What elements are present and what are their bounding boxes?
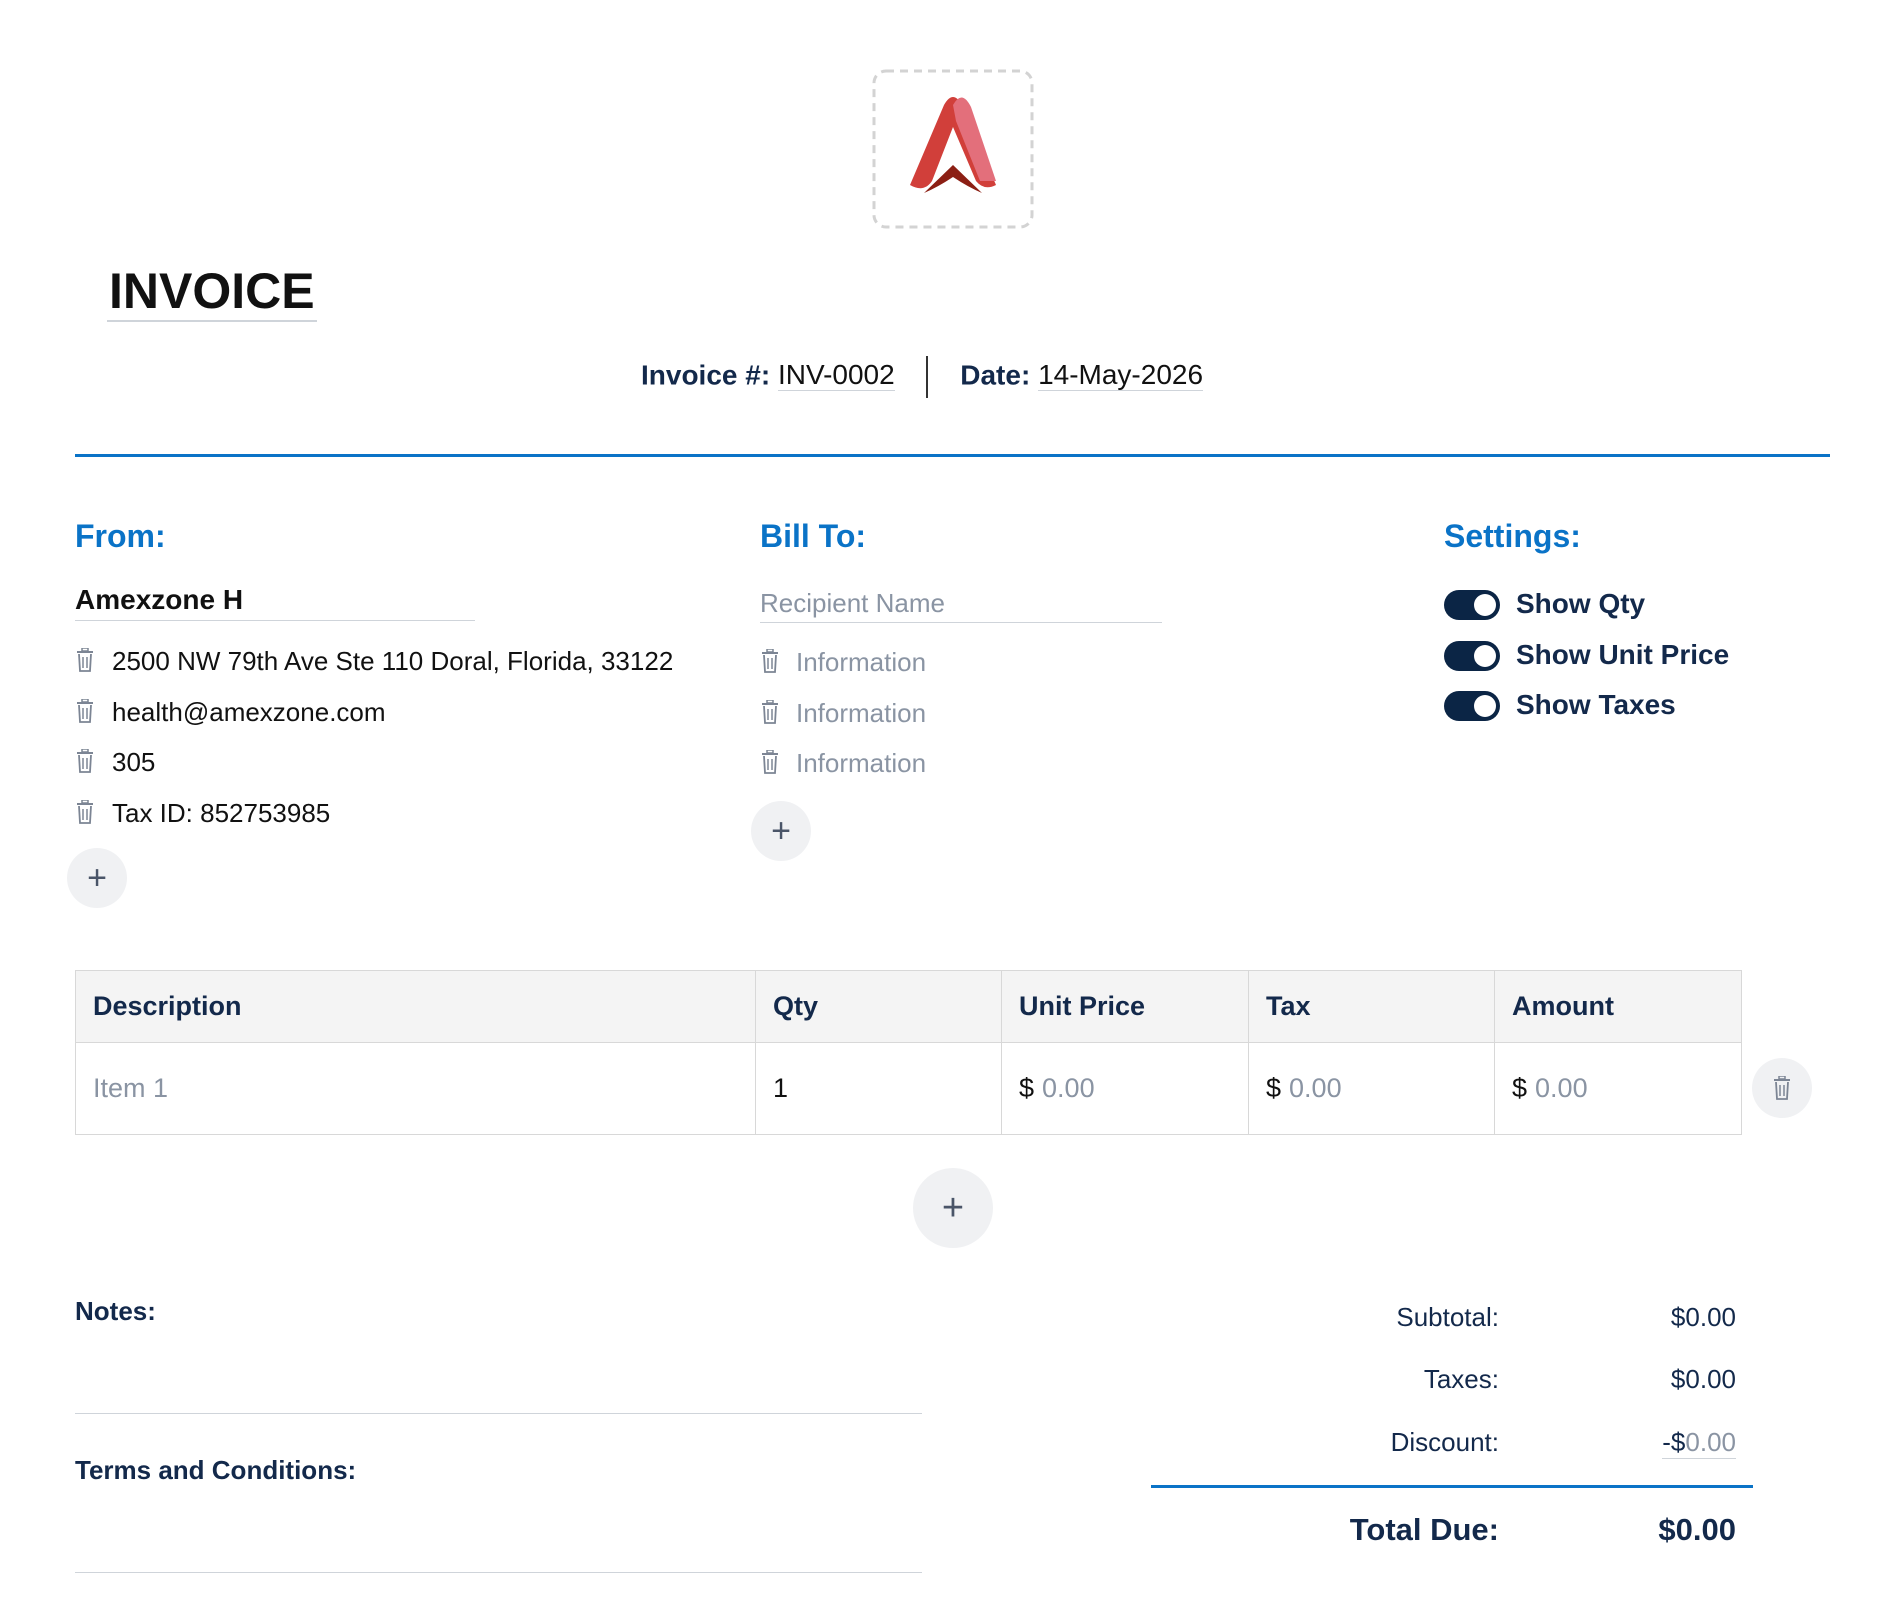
total-label: Total Due: <box>1349 1512 1499 1547</box>
items-table: Description Qty Unit Price Tax Amount Item 1 1… <box>75 970 1742 1135</box>
settings-heading: Settings: <box>1444 518 1581 554</box>
trash-icon[interactable] <box>760 699 780 724</box>
field-underline <box>760 622 1162 623</box>
discount-symbol: -$ <box>1662 1427 1686 1457</box>
item-row: Item 1 1 $0.00 $0.00 $0.00 <box>75 1042 1742 1135</box>
toggle-label: Show Taxes <box>1516 689 1676 720</box>
total: $0.00 <box>1658 1512 1736 1547</box>
column-header: Qty <box>755 970 1002 1043</box>
toggle[interactable] <box>1444 691 1500 721</box>
taxes: $0.00 <box>1670 1364 1736 1394</box>
trash-icon[interactable] <box>75 648 95 672</box>
item-cell[interactable]: $0.00 <box>1494 1042 1742 1135</box>
cell-text: 0.00 <box>1535 1073 1588 1103</box>
from-name[interactable]: Amexzone H <box>75 584 244 615</box>
trash-icon[interactable] <box>760 750 780 774</box>
currency-symbol: $ <box>1512 1073 1528 1103</box>
recipient-name[interactable]: Recipient Name <box>760 588 945 618</box>
toggle-label: Show Qty <box>1516 588 1646 619</box>
trash-icon[interactable] <box>75 799 95 824</box>
field-underline <box>75 620 475 621</box>
trash-icon[interactable] <box>760 649 780 673</box>
column-header: Amount <box>1494 970 1742 1043</box>
date-label: Date: <box>960 359 1031 391</box>
notes-label: Notes: <box>75 1296 156 1326</box>
taxes-label: Taxes: <box>1423 1364 1499 1394</box>
item-cell[interactable]: Item 1 <box>75 1042 756 1135</box>
bill-to-heading: Bill To: <box>760 518 867 554</box>
toggle-label: Show Unit Price <box>1516 638 1730 670</box>
invoice-date[interactable]: 14-May-2026 <box>1038 359 1204 392</box>
toggle[interactable] <box>1444 590 1500 620</box>
totals-divider <box>1151 1485 1753 1488</box>
invoice-number[interactable]: INV-0002 <box>777 359 895 392</box>
from-line[interactable]: 2500 NW 79th Ave Ste 110 Doral, Florida,… <box>112 646 674 676</box>
divider <box>75 454 1830 457</box>
invoice-meta: Invoice #: INV-0002 Date: 14-May-2026 <box>641 356 1204 398</box>
invoice-label: Invoice #: <box>641 359 771 391</box>
discount-value: 0.00 <box>1685 1427 1736 1457</box>
column-header: Description <box>75 970 756 1043</box>
terms-label: Terms and Conditions: <box>75 1455 357 1485</box>
subtotal: $0.00 <box>1670 1302 1736 1332</box>
cell-text: Item 1 <box>93 1073 169 1103</box>
currency-symbol: $ <box>1266 1073 1282 1103</box>
currency-symbol: $ <box>1019 1073 1035 1103</box>
toggle[interactable] <box>1444 640 1500 671</box>
from-line[interactable]: Tax ID: 852753985 <box>112 797 331 828</box>
item-cell[interactable]: 1 <box>755 1042 1002 1135</box>
item-cell[interactable]: $0.00 <box>1001 1042 1249 1135</box>
from-heading: From: <box>75 518 166 554</box>
trash-icon[interactable] <box>75 749 95 773</box>
cell-text: 0.00 <box>1289 1073 1342 1103</box>
cell-text: 1 <box>773 1073 789 1103</box>
add-from-line[interactable]: + <box>67 848 127 908</box>
terms-input[interactable] <box>75 1500 922 1573</box>
discount[interactable]: -$0.00 <box>1662 1427 1736 1459</box>
cell-text: 0.00 <box>1042 1073 1095 1103</box>
notes-input[interactable] <box>75 1340 922 1414</box>
logo-box[interactable] <box>872 69 1034 229</box>
invoice-title[interactable]: INVOICE <box>107 262 317 322</box>
bill-line[interactable]: Information <box>796 647 927 677</box>
item-cell[interactable]: $0.00 <box>1248 1042 1495 1135</box>
bill-line[interactable]: Information <box>796 748 927 778</box>
from-line[interactable]: 305 <box>112 747 156 777</box>
column-header: Tax <box>1248 970 1495 1043</box>
subtotal-label: Subtotal: <box>1396 1302 1499 1332</box>
discount-label: Discount: <box>1390 1427 1499 1457</box>
bill-line[interactable]: Information <box>796 697 927 728</box>
column-header: Unit Price <box>1001 970 1249 1043</box>
trash-icon[interactable] <box>75 698 95 723</box>
from-line[interactable]: health@amexzone.com <box>112 696 386 727</box>
trash-icon <box>1774 1076 1790 1100</box>
add-bill-line[interactable]: + <box>751 801 811 861</box>
delete-row[interactable] <box>1752 1058 1812 1118</box>
add-row[interactable]: + <box>913 1168 993 1248</box>
